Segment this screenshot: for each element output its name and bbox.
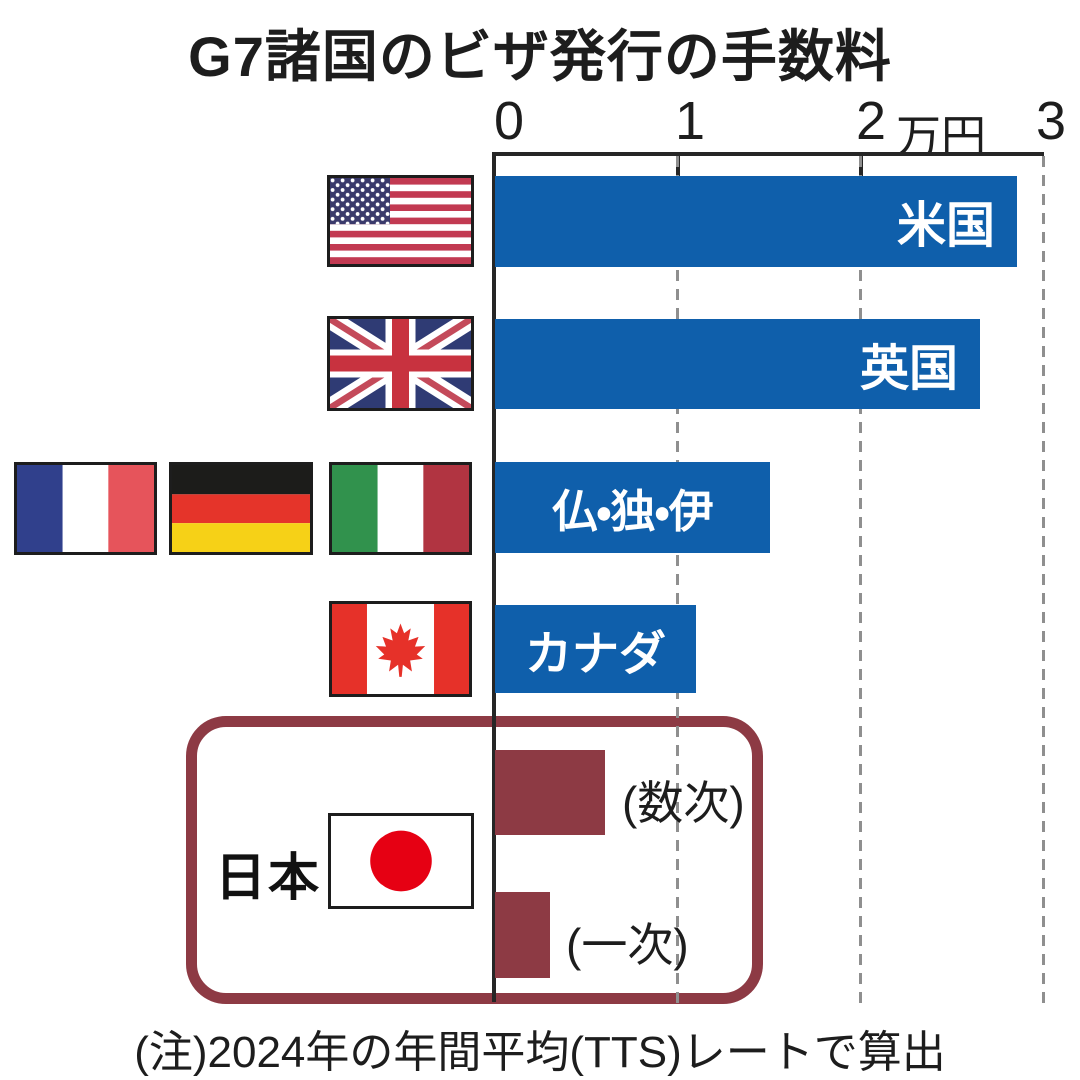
japan-group-box xyxy=(186,716,763,1004)
us-flag-icon xyxy=(327,175,474,267)
source-note: (注)2024年の年間平均(TTS)レートで算出 xyxy=(134,1028,946,1077)
bar-japan-single-entry xyxy=(495,892,550,978)
bar-canada: カナダ xyxy=(495,605,696,693)
axis-top-line xyxy=(494,152,1044,156)
germany-flag-icon xyxy=(169,462,313,555)
axis-tick-label-1: 1 xyxy=(674,91,706,151)
label-japan-single-entry: (一次) xyxy=(566,919,689,971)
canada-flag-icon xyxy=(329,601,472,697)
bar-label-france-germany-italy: 仏・独・伊 xyxy=(552,486,714,537)
bar-uk: 英国 xyxy=(495,319,980,409)
gridline-3 xyxy=(1042,156,1045,1005)
bar-label-usa: 米国 xyxy=(896,199,995,253)
italy-flag-icon xyxy=(329,462,472,555)
france-flag-icon xyxy=(14,462,157,555)
gridline-1 xyxy=(676,156,679,1005)
chart-title: G7諸国のビザ発行の手数料 xyxy=(188,25,892,88)
axis-tick-label-0: 0 xyxy=(493,91,525,151)
axis-tick-label-2: 2 xyxy=(855,91,887,151)
label-japan-multiple-entry: (数次) xyxy=(622,777,745,829)
japan-country-label: 日本 xyxy=(215,849,322,906)
gridline-2 xyxy=(859,156,862,1005)
uk-flag-icon xyxy=(327,316,474,411)
japan-flag-icon xyxy=(328,813,474,909)
bar-france-germany-italy: 仏・独・伊 xyxy=(495,462,770,553)
bar-usa: 米国 xyxy=(495,176,1017,267)
bar-label-uk: 英国 xyxy=(859,341,958,396)
bar-label-canada: カナダ xyxy=(525,626,666,680)
axis-baseline xyxy=(492,152,496,1002)
axis-tick-label-3: 3 xyxy=(1035,91,1067,151)
bar-japan-multiple-entry xyxy=(495,750,605,835)
